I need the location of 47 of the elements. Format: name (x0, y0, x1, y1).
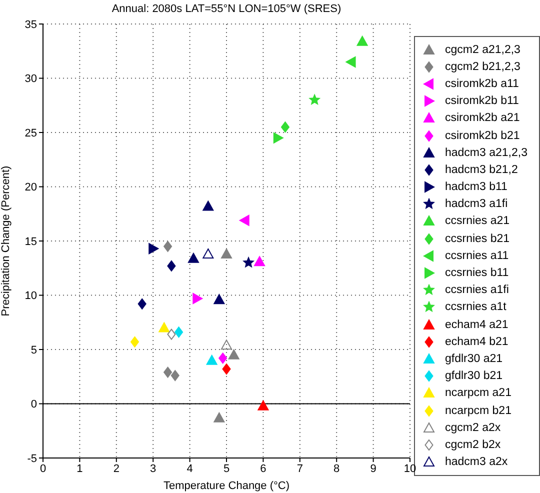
legend-label: csiromk2b a11 (445, 78, 519, 90)
y-tick-label: 15 (24, 236, 37, 248)
x-tick-label: 1 (76, 462, 83, 475)
legend-label: echam4 a21 (445, 318, 508, 331)
legend-label: hadcm3 b21,2 (445, 164, 518, 176)
legend-label: csiromk2b b11 (445, 95, 519, 108)
x-tick-label: 9 (370, 462, 376, 475)
y-axis-title: Precipitation Change (Percent) (0, 166, 12, 316)
legend-label: ccsrnies a11 (445, 250, 509, 262)
legend-label: ccsrnies a1t (445, 301, 506, 314)
legend-label: hadcm3 a2x (445, 456, 508, 468)
y-tick-label: -5 (27, 452, 37, 465)
y-tick-label: 30 (24, 73, 37, 86)
legend-label: ccsrnies b11 (445, 267, 509, 280)
legend-label: csiromk2b a21 (445, 112, 520, 124)
x-axis-title: Temperature Change (°C) (163, 480, 290, 492)
legend-label: hadcm3 b11 (445, 181, 508, 194)
y-tick-label: 35 (24, 18, 37, 31)
legend-label: gfdlr30 a21 (445, 352, 503, 365)
legend-label: gfdlr30 b21 (445, 370, 503, 382)
y-tick-label: 25 (24, 127, 37, 140)
legend-label: cgcm2 a2x (445, 422, 501, 434)
legend-label: ncarpcm b21 (445, 404, 512, 417)
legend-label: csiromk2b b21 (445, 130, 520, 142)
legend-label: hadcm3 a1fi (445, 198, 508, 210)
y-tick-label: 20 (24, 182, 37, 194)
legend-label: ccsrnies a21 (445, 215, 510, 228)
y-tick-label: 10 (24, 290, 37, 302)
x-tick-label: 4 (186, 462, 193, 475)
x-tick-label: 7 (296, 462, 303, 475)
legend-label: ccsrnies a1fi (445, 284, 509, 296)
x-tick-label: 2 (113, 462, 120, 475)
legend-label: hadcm3 a21,2,3 (445, 146, 528, 159)
y-tick-label: 5 (30, 344, 37, 356)
x-tick-label: 0 (40, 462, 46, 475)
legend-label: ccsrnies b21 (445, 232, 510, 245)
x-tick-label: 8 (334, 462, 340, 475)
legend-label: ncarpcm a21 (445, 387, 512, 400)
chart-title: Annual: 2080s LAT=55°N LON=105°W (SRES) (110, 3, 342, 15)
x-tick-label: 6 (260, 462, 266, 475)
y-tick-label: 0 (30, 398, 37, 411)
x-tick-label: 5 (223, 462, 230, 475)
legend-label: cgcm2 a21,2,3 (445, 44, 520, 56)
legend-label: echam4 b21 (445, 336, 508, 348)
x-tick-label: 3 (150, 462, 156, 475)
legend-label: cgcm2 b21,2,3 (445, 60, 520, 73)
legend-label: cgcm2 b2x (445, 438, 501, 451)
